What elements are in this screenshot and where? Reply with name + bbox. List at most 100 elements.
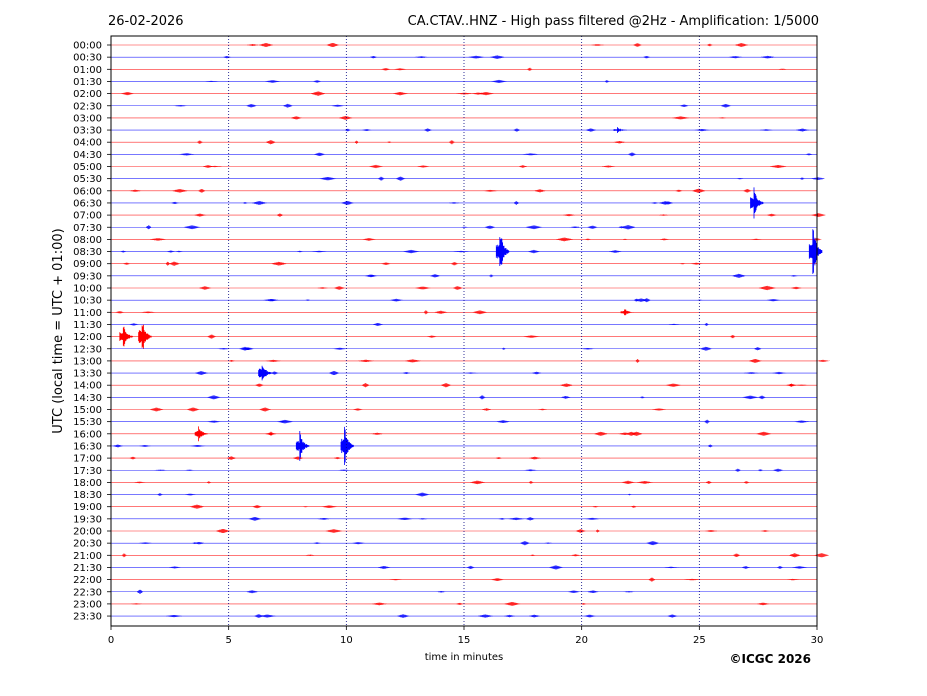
seismic-event-0	[613, 127, 627, 133]
row-label-46: 23:00	[73, 599, 102, 610]
trace-lines	[111, 43, 830, 618]
row-label-16: 08:00	[73, 235, 102, 246]
row-label-28: 14:00	[73, 381, 102, 392]
row-label-22: 11:00	[73, 308, 102, 319]
chart-title: CA.CTAV..HNZ - High pass filtered @2Hz -…	[408, 14, 819, 29]
trace-noise	[178, 152, 813, 157]
trace-row-10	[111, 164, 817, 169]
row-label-13: 06:30	[73, 198, 102, 209]
row-label-36: 18:00	[73, 478, 102, 489]
row-label-34: 17:00	[73, 454, 102, 465]
x-tick-label-15: 15	[458, 635, 471, 646]
trace-row-47	[111, 614, 817, 618]
seismic-event-9	[295, 431, 310, 461]
row-label-18: 09:00	[73, 259, 102, 270]
row-label-1: 00:30	[73, 53, 102, 64]
row-label-19: 09:30	[73, 271, 102, 282]
row-label-21: 10:30	[73, 296, 102, 307]
trace-row-28	[111, 383, 817, 388]
trace-row-18	[111, 261, 817, 266]
trace-row-29	[111, 395, 817, 400]
trace-row-37	[111, 492, 817, 497]
row-label-38: 19:00	[73, 502, 102, 513]
trace-row-33	[111, 444, 817, 448]
row-label-17: 08:30	[73, 247, 102, 258]
trace-row-26	[111, 359, 830, 363]
row-label-35: 17:30	[73, 466, 102, 477]
trace-row-27	[111, 371, 817, 375]
row-label-12: 06:00	[73, 186, 102, 197]
trace-row-17	[111, 249, 817, 254]
trace-row-35	[111, 468, 817, 472]
trace-row-42	[111, 553, 829, 558]
trace-row-32	[111, 431, 817, 436]
row-label-20: 10:00	[73, 284, 102, 295]
x-tick-label-20: 20	[575, 635, 588, 646]
row-label-32: 16:00	[73, 429, 102, 440]
row-label-45: 22:30	[73, 587, 102, 598]
row-label-25: 12:30	[73, 344, 102, 355]
row-label-2: 01:00	[73, 65, 102, 76]
trace-row-7	[111, 128, 817, 132]
trace-row-15	[111, 225, 817, 230]
seismic-event-6	[138, 324, 152, 349]
x-tick-label-0: 0	[108, 635, 114, 646]
x-tick-label-5: 5	[225, 635, 231, 646]
row-label-43: 21:30	[73, 563, 102, 574]
x-axis-ticks: 0 5 10 15 20 25 30	[108, 626, 824, 646]
trace-row-30	[111, 407, 817, 412]
row-label-4: 02:00	[73, 89, 102, 100]
row-label-7: 03:30	[73, 126, 102, 137]
row-label-26: 13:00	[73, 356, 102, 367]
row-label-10: 05:00	[73, 162, 102, 173]
trace-row-12	[111, 188, 817, 193]
row-label-39: 19:30	[73, 514, 102, 525]
row-label-3: 01:30	[73, 77, 102, 88]
row-label-8: 04:00	[73, 138, 102, 149]
trace-row-31	[111, 419, 817, 424]
trace-noise	[205, 79, 610, 83]
row-label-24: 12:00	[73, 332, 102, 343]
seismic-event-7	[258, 365, 272, 381]
trace-row-13	[111, 201, 817, 205]
x-tick-label-10: 10	[340, 635, 353, 646]
trace-row-9	[111, 152, 817, 157]
trace-noise	[113, 444, 713, 448]
row-label-41: 20:30	[73, 539, 102, 550]
x-tick-label-25: 25	[693, 635, 706, 646]
trace-row-16	[111, 237, 822, 242]
row-label-9: 04:30	[73, 150, 102, 161]
trace-row-19	[111, 273, 817, 278]
row-label-11: 05:30	[73, 174, 102, 185]
seismic-event-2	[495, 237, 510, 266]
x-tick-label-30: 30	[811, 635, 824, 646]
row-label-15: 07:30	[73, 223, 102, 234]
x-axis-label: time in minutes	[425, 652, 504, 663]
row-label-33: 16:30	[73, 441, 102, 452]
row-label-29: 14:30	[73, 393, 102, 404]
row-label-6: 03:00	[73, 113, 102, 124]
seismic-event-10	[340, 426, 354, 465]
row-label-30: 15:00	[73, 405, 102, 416]
y-axis-label: UTC (local time = UTC + 01:00)	[51, 228, 66, 433]
seismic-event-3	[808, 229, 823, 274]
row-label-42: 21:00	[73, 551, 102, 562]
row-label-5: 02:30	[73, 101, 102, 112]
seismic-event-5	[119, 326, 133, 347]
trace-row-14	[111, 213, 826, 217]
row-label-23: 11:30	[73, 320, 102, 331]
trace-row-38	[111, 504, 817, 509]
row-label-47: 23:30	[73, 612, 102, 623]
row-label-27: 13:30	[73, 369, 102, 380]
trace-row-36	[111, 480, 817, 485]
row-label-37: 18:30	[73, 490, 102, 501]
vertical-gridlines	[228, 36, 700, 626]
row-label-31: 15:30	[73, 417, 102, 428]
seismic-event-1	[750, 187, 764, 219]
chart-date: 26-02-2026	[108, 14, 184, 29]
row-label-0: 00:00	[73, 41, 102, 52]
seismic-event-4	[620, 309, 634, 316]
trace-row-8	[111, 140, 817, 145]
